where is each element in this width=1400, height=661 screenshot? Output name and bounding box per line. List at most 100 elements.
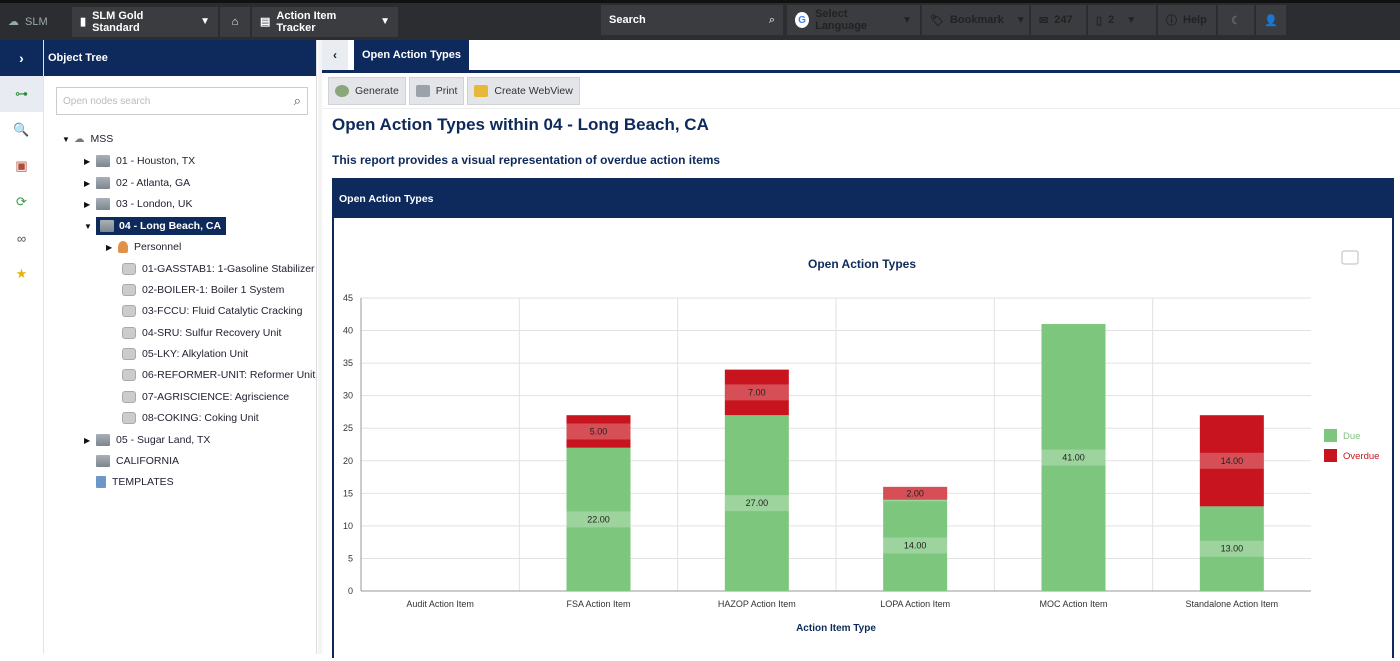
x-tick-label: Standalone Action Item <box>1186 599 1279 609</box>
favorites-nav[interactable]: ★ <box>0 256 43 292</box>
tab-open-action-types[interactable]: Open Action Types <box>354 40 470 70</box>
y-tick-label: 0 <box>348 586 353 596</box>
tree-search-input[interactable] <box>63 95 263 107</box>
language-selector[interactable]: G Select Language ▼ <box>787 5 920 35</box>
legend-label: Overdue <box>1343 451 1379 462</box>
user-menu[interactable]: 👤 <box>1256 5 1286 35</box>
app-switcher[interactable]: ☁ SLM <box>0 6 70 37</box>
report-title: Open Action Types within 04 - Long Beach… <box>332 115 709 134</box>
global-search: ⌕ <box>601 5 783 35</box>
tree-node-label: 01-GASSTAB1: 1-Gasoline Stabilizer <box>142 263 315 275</box>
theme-toggle[interactable]: ☾ <box>1218 5 1254 35</box>
tree-node[interactable]: 03-FCCU: Fluid Catalytic Cracking <box>122 301 302 321</box>
expand-arrow-icon[interactable]: ▶ <box>84 178 91 188</box>
data-label: 14.00 <box>904 540 927 550</box>
language-label: Select Language <box>815 8 868 32</box>
expand-arrow-icon[interactable]: ▼ <box>62 134 70 144</box>
y-tick-label: 10 <box>343 521 353 531</box>
expand-arrow-icon[interactable]: ▶ <box>84 435 91 445</box>
tree-node[interactable]: 01-GASSTAB1: 1-Gasoline Stabilizer <box>122 259 315 279</box>
search-nav[interactable]: 🔍 <box>0 112 43 148</box>
building-icon <box>96 198 110 210</box>
tree-node[interactable]: ▶ 03 - London, UK <box>84 194 192 214</box>
tree-node[interactable]: CALIFORNIA <box>96 451 179 471</box>
panel-splitter[interactable] <box>318 40 322 654</box>
user-icon: 👤 <box>1264 14 1278 27</box>
expand-arrow-icon[interactable]: ▶ <box>84 199 91 209</box>
links-nav[interactable]: ∞ <box>0 220 43 256</box>
generate-button[interactable]: Generate <box>328 76 406 105</box>
tree-node[interactable]: 04-SRU: Sulfur Recovery Unit <box>122 323 281 343</box>
tree-node[interactable]: 02-BOILER-1: Boiler 1 System <box>122 280 284 300</box>
tree-node[interactable]: ▶ 02 - Atlanta, GA <box>84 173 190 193</box>
data-label: 14.00 <box>1221 456 1244 466</box>
object-tree-panel: Object Tree ⌕ ▼ ☁ MSS ▶ 01 - Houston, TX… <box>44 40 317 654</box>
help-label: Help <box>1183 14 1207 26</box>
refresh-icon: ⟳ <box>16 194 27 209</box>
star-icon: ★ <box>15 266 28 281</box>
tree-node[interactable]: ▶ Personnel <box>106 237 181 257</box>
google-icon: G <box>795 12 810 28</box>
tree-node-label: 08-COKING: Coking Unit <box>142 412 259 424</box>
overdue-bar <box>883 486 948 500</box>
data-label-band <box>1041 449 1106 466</box>
expand-arrow-icon[interactable]: ▶ <box>84 156 91 166</box>
expand-rail-button[interactable]: › <box>0 40 43 76</box>
x-tick-label: Audit Action Item <box>406 599 474 609</box>
expand-arrow-icon[interactable]: ▶ <box>106 242 113 252</box>
collapse-tree-button[interactable]: ‹ <box>322 40 348 70</box>
object-tree-nav[interactable]: ⊶ <box>0 76 43 112</box>
unit-icon <box>122 348 136 360</box>
data-label-band <box>724 495 789 512</box>
unit-icon <box>122 263 136 275</box>
tree-node-selected[interactable]: ▼ 04 - Long Beach, CA <box>84 216 227 236</box>
tree-node[interactable]: ▶ 05 - Sugar Land, TX <box>84 430 210 450</box>
tree-node-label: 06-REFORMER-UNIT: Reformer Unit <box>142 369 316 381</box>
database-selector[interactable]: ▮ SLM Gold Standard ▼ <box>72 6 218 37</box>
help-button[interactable]: ⓘ Help <box>1158 5 1216 35</box>
report-icon: ▣ <box>15 158 28 173</box>
messages-button[interactable]: ✉ 247 <box>1031 5 1086 35</box>
mail-icon: ✉ <box>1039 14 1049 27</box>
x-tick-label: LOPA Action Item <box>880 599 950 609</box>
data-label-band <box>1199 540 1264 557</box>
y-tick-label: 30 <box>343 391 353 401</box>
chevron-down-icon: ▼ <box>200 16 210 27</box>
tree-node-label: 01 - Houston, TX <box>116 155 196 167</box>
print-button[interactable]: Print <box>408 76 465 105</box>
search-icon[interactable]: ⌕ <box>293 93 301 108</box>
home-button[interactable]: ⌂ <box>220 6 250 37</box>
legend-swatch <box>1324 449 1337 462</box>
icon-rail: › ⊶ 🔍 ▣ ⟳ ∞ ★ <box>0 40 44 654</box>
tree-node[interactable]: 05-LKY: Alkylation Unit <box>122 344 248 364</box>
module-selector[interactable]: ▤ Action Item Tracker ▼ <box>252 6 398 37</box>
search-input[interactable] <box>609 14 749 26</box>
tree-node[interactable]: 06-REFORMER-UNIT: Reformer Unit <box>122 365 315 385</box>
tree-node[interactable]: TEMPLATES <box>96 472 174 492</box>
data-label: 2.00 <box>906 488 924 498</box>
unit-icon <box>122 369 136 381</box>
create-webview-button[interactable]: Create WebView <box>467 76 580 105</box>
y-tick-label: 15 <box>343 488 353 498</box>
hierarchy-icon: ⊶ <box>15 86 28 101</box>
building-icon <box>100 220 114 233</box>
tree-node[interactable]: 07-AGRISCIENCE: Agriscience <box>122 387 289 407</box>
unit-icon <box>122 284 136 296</box>
search-icon[interactable]: ⌕ <box>768 13 775 26</box>
data-label: 5.00 <box>590 426 608 436</box>
tree-node[interactable]: ▶ 01 - Houston, TX <box>84 151 195 171</box>
chevron-down-icon: ▼ <box>380 16 390 27</box>
due-bar <box>1041 324 1106 591</box>
webview-label: Create WebView <box>494 84 573 97</box>
y-tick-label: 5 <box>348 553 353 563</box>
reports-nav[interactable]: ▣ <box>0 148 43 184</box>
refresh-nav[interactable]: ⟳ <box>0 184 43 220</box>
tree-node-root[interactable]: ▼ ☁ MSS <box>62 129 113 149</box>
documents-button[interactable]: ▯ 2 ▼ <box>1088 5 1156 35</box>
bookmark-button[interactable]: 🏷 Bookmark ▼ <box>922 5 1029 35</box>
building-icon <box>96 434 110 446</box>
tree-node[interactable]: 08-COKING: Coking Unit <box>122 408 259 428</box>
expand-arrow-icon[interactable]: ▼ <box>84 221 92 231</box>
cloud-icon: ☁ <box>74 133 85 145</box>
overdue-bar <box>1199 415 1264 507</box>
